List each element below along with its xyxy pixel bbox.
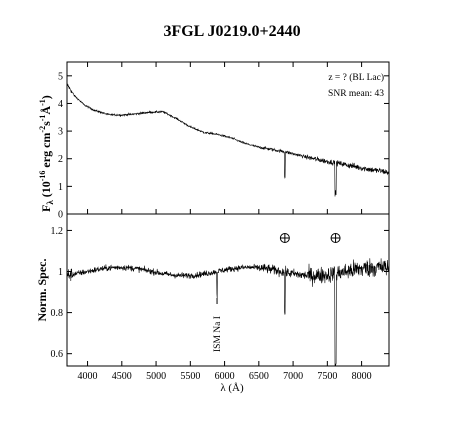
normalized-y-axis-label: Norm. Spec. (35, 259, 49, 322)
x-tick-label: 8000 (352, 371, 372, 382)
flux-y-tick-label: 1 (58, 182, 63, 193)
x-tick-label: 6500 (249, 371, 269, 382)
x-tick-label: 4000 (78, 371, 98, 382)
chart-title: 3FGL J0219.0+2440 (163, 23, 300, 40)
x-tick-label: 7500 (317, 371, 337, 382)
x-tick-label: 5500 (180, 371, 200, 382)
flux-y-tick-label: 0 (58, 210, 63, 221)
flux-x-ticks (87, 62, 363, 214)
flux-y-tick-label: 3 (58, 127, 63, 138)
normalized-panel-frame (66, 213, 390, 367)
flux-y-axis-label: Fλ (10-16 erg cm-2s-1Å-1) (38, 95, 55, 212)
ism-nai-label: ISM Na I (213, 316, 223, 352)
normalized-y-tick-label: 0.6 (51, 349, 64, 360)
flux-y-ticks: 0 1 2 3 4 5 (58, 71, 389, 221)
flux-panel-frame (66, 61, 390, 215)
normalized-series-line (66, 258, 390, 367)
flux-panel: 0 1 2 3 4 5 z = ? (BL Lac) SNR mean: 43 Fλ (1… (38, 61, 390, 221)
normalized-y-ticks: 0.6 0.8 1 1.2 (51, 226, 389, 360)
normalized-panel: 0.6 0.8 1 1.2 4000 4500 5000 5500 6000 6500 7000 7… (35, 213, 390, 382)
telluric-markers (279, 233, 341, 243)
x-tick-label: 4500 (112, 371, 132, 382)
flux-series-line (66, 82, 390, 197)
flux-y-tick-label: 2 (58, 154, 63, 165)
normalized-y-tick-label: 0.8 (51, 308, 64, 319)
x-tick-label: 5000 (146, 371, 166, 382)
normalized-y-tick-label: 1.2 (51, 226, 64, 237)
x-tick-label: 6000 (215, 371, 235, 382)
normalized-y-tick-label: 1 (58, 267, 63, 278)
flux-y-tick-label: 5 (58, 71, 63, 82)
normalized-x-ticks: 4000 4500 5000 5500 6000 6500 7000 7500 8000 (78, 361, 372, 382)
x-tick-label: 7000 (283, 371, 303, 382)
flux-y-tick-label: 4 (58, 99, 63, 110)
snr-annotation: SNR mean: 43 (328, 89, 384, 99)
redshift-annotation: z = ? (BL Lac) (328, 72, 384, 83)
x-axis-label: λ (Å) (220, 382, 244, 394)
